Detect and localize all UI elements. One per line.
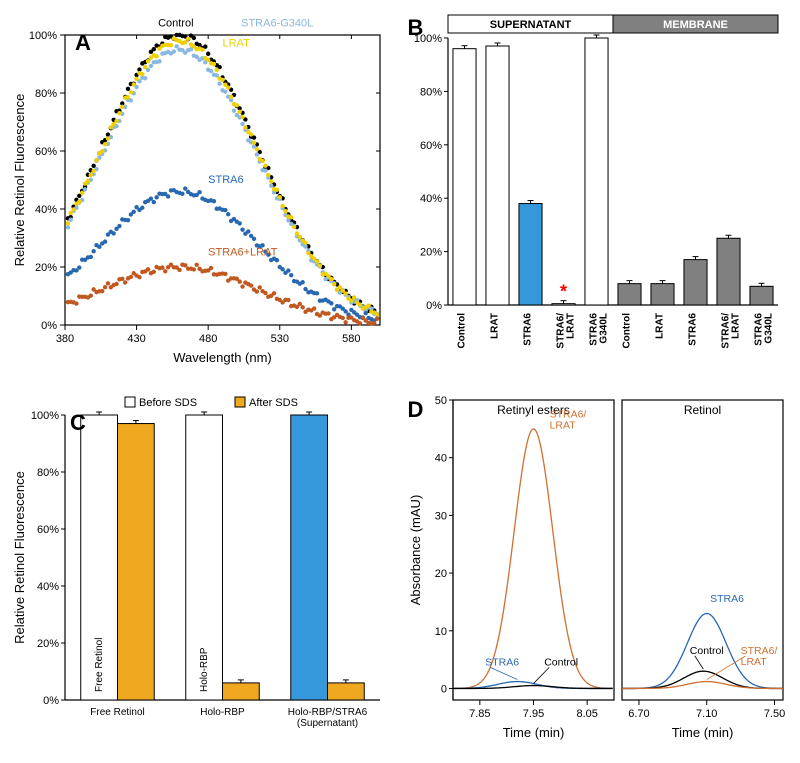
- svg-text:10: 10: [434, 626, 446, 638]
- svg-text:40: 40: [434, 453, 446, 465]
- svg-text:STRA6/LRAT: STRA6/LRAT: [720, 313, 741, 349]
- svg-text:LRAT: LRAT: [489, 313, 500, 339]
- svg-text:Wavelength (nm): Wavelength (nm): [173, 350, 272, 365]
- svg-text:STRA6+LRAT: STRA6+LRAT: [208, 247, 277, 259]
- svg-text:Holo-RBP: Holo-RBP: [199, 647, 210, 692]
- svg-text:580: 580: [342, 333, 360, 345]
- svg-text:50: 50: [434, 395, 446, 407]
- svg-text:530: 530: [271, 333, 289, 345]
- panel-b-label: B: [408, 15, 424, 41]
- svg-text:100%: 100%: [29, 30, 57, 42]
- svg-text:100%: 100%: [31, 410, 59, 422]
- svg-text:Relative Retinol Fluorescence: Relative Retinol Fluorescence: [12, 471, 27, 644]
- svg-text:0%: 0%: [426, 300, 442, 312]
- panel-d-label: D: [408, 397, 424, 423]
- svg-text:MEMBRANE: MEMBRANE: [663, 19, 728, 31]
- svg-text:*: *: [559, 282, 566, 302]
- svg-text:Time (min): Time (min): [671, 725, 733, 740]
- svg-text:40%: 40%: [37, 581, 59, 593]
- svg-text:STRA6/LRAT: STRA6/LRAT: [549, 408, 586, 431]
- svg-text:STRA6: STRA6: [208, 174, 243, 186]
- svg-text:STRA6G340L: STRA6G340L: [753, 313, 774, 346]
- svg-text:STRA6: STRA6: [485, 656, 519, 668]
- svg-text:20%: 20%: [419, 247, 441, 259]
- svg-text:7.50: 7.50: [763, 708, 784, 720]
- panel-a: A 380 430 480 530 580 0% 20% 40% 60% 80% 100% Wavele…: [10, 10, 393, 370]
- svg-text:20: 20: [434, 568, 446, 580]
- svg-text:0%: 0%: [41, 320, 57, 332]
- svg-text:40%: 40%: [35, 204, 57, 216]
- svg-text:STRA6: STRA6: [522, 313, 533, 346]
- svg-text:SUPERNATANT: SUPERNATANT: [489, 19, 571, 31]
- panel-c-label: C: [70, 410, 86, 436]
- svg-text:STRA6/LRAT: STRA6/LRAT: [740, 645, 777, 668]
- svg-text:430: 430: [127, 333, 145, 345]
- svg-text:380: 380: [56, 333, 74, 345]
- panel-b: BSUPERNATANTMEMBRANE0%20%40%60%80%100%Co…: [408, 10, 791, 370]
- svg-text:Retinol: Retinol: [683, 403, 720, 417]
- svg-text:Before SDS: Before SDS: [139, 397, 197, 409]
- svg-text:LRAT: LRAT: [223, 38, 251, 50]
- panel-c: C Before SDS After SDS 0% 20% 40% 60% 80% 100% Re…: [10, 385, 393, 745]
- svg-text:Control: Control: [544, 656, 578, 668]
- svg-text:Control: Control: [689, 645, 723, 657]
- svg-text:6.70: 6.70: [628, 708, 649, 720]
- svg-text:Relative Retinol Fluorescence: Relative Retinol Fluorescence: [12, 94, 27, 267]
- svg-text:0%: 0%: [43, 695, 59, 707]
- svg-text:60%: 60%: [419, 140, 441, 152]
- svg-text:7.10: 7.10: [696, 708, 717, 720]
- svg-text:Control: Control: [158, 17, 193, 29]
- svg-text:STRA6: STRA6: [710, 593, 744, 605]
- svg-text:STRA6-G340L: STRA6-G340L: [241, 17, 313, 29]
- svg-text:STRA6/LRAT: STRA6/LRAT: [555, 313, 576, 349]
- svg-text:Free Retinol: Free Retinol: [90, 707, 144, 718]
- svg-text:LRAT: LRAT: [654, 313, 665, 339]
- svg-text:STRA6: STRA6: [687, 313, 698, 346]
- svg-text:30: 30: [434, 510, 446, 522]
- svg-text:60%: 60%: [35, 146, 57, 158]
- svg-text:40%: 40%: [419, 193, 441, 205]
- svg-text:Holo-RBP: Holo-RBP: [200, 707, 245, 718]
- svg-text:0: 0: [440, 683, 446, 695]
- svg-text:Holo-RBP/STRA6(Supernatant): Holo-RBP/STRA6(Supernatant): [288, 707, 368, 729]
- svg-text:Control: Control: [456, 313, 467, 349]
- svg-text:Time (min): Time (min): [502, 725, 564, 740]
- svg-text:Absorbance (mAU): Absorbance (mAU): [408, 495, 423, 606]
- panel-a-label: A: [75, 30, 91, 56]
- svg-text:8.05: 8.05: [576, 708, 597, 720]
- svg-text:80%: 80%: [35, 88, 57, 100]
- svg-text:20%: 20%: [37, 638, 59, 650]
- panel-d: D 0 10 20 30 40 50 Absorbance (mAU) 7.85 7.95 8.05…: [408, 385, 791, 745]
- svg-text:7.95: 7.95: [522, 708, 543, 720]
- svg-text:60%: 60%: [37, 524, 59, 536]
- svg-text:After SDS: After SDS: [249, 397, 298, 409]
- svg-text:20%: 20%: [35, 262, 57, 274]
- svg-text:STRA6G340L: STRA6G340L: [588, 313, 609, 346]
- svg-text:Control: Control: [621, 313, 632, 349]
- svg-text:7.85: 7.85: [469, 708, 490, 720]
- svg-text:80%: 80%: [37, 467, 59, 479]
- svg-text:80%: 80%: [419, 86, 441, 98]
- svg-text:480: 480: [199, 333, 217, 345]
- svg-text:Free Retinol: Free Retinol: [94, 638, 105, 692]
